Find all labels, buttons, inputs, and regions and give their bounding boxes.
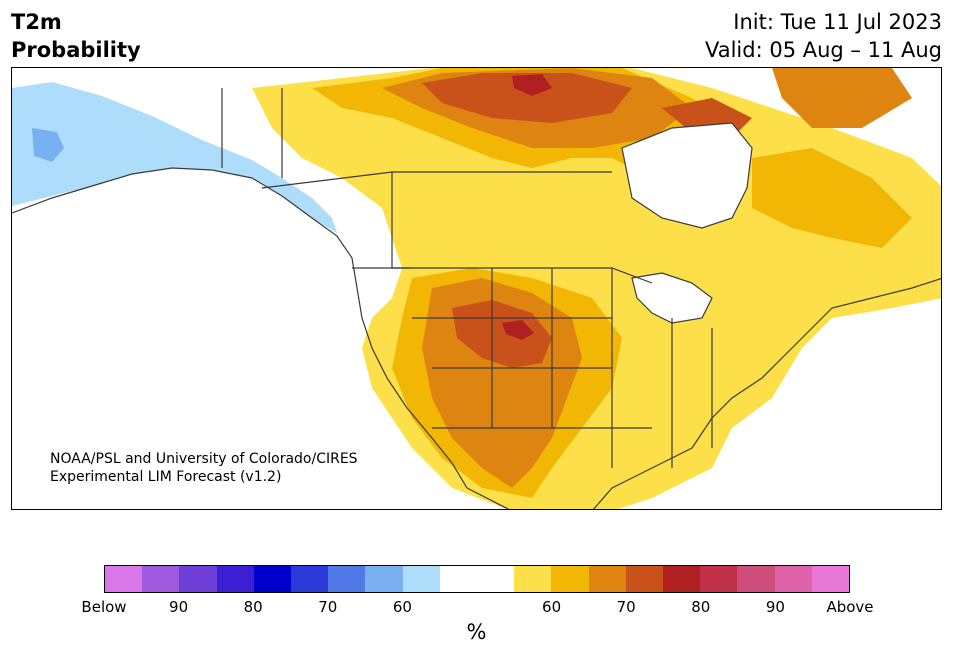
init-date: Init: Tue 11 Jul 2023	[733, 10, 942, 34]
colorbar-tick-label: 60	[392, 598, 412, 616]
colorbar-tick-label: 60	[542, 598, 562, 616]
colorbar-ticks: Below 90 80 70 60 60 70 80 90 Above	[81, 598, 873, 618]
colorbar-segment	[551, 566, 589, 592]
colorbar-segment	[514, 566, 552, 592]
credit-line-1: NOAA/PSL and University of Colorado/CIRE…	[50, 451, 358, 467]
boundaries	[12, 88, 941, 509]
colorbar-tick-label: 90	[169, 598, 189, 616]
title-type: Probability	[11, 38, 141, 62]
colorbar-tick-label: 70	[318, 598, 338, 616]
colorbar-segment	[625, 566, 664, 592]
warm-90-region	[422, 73, 752, 368]
colorbar-segment	[811, 566, 850, 592]
colorbar-unit: %	[466, 620, 487, 644]
map-title: T2m Probability	[11, 8, 141, 64]
title-variable: T2m	[11, 10, 62, 34]
colorbar	[104, 565, 850, 593]
colorbar-segment	[477, 566, 515, 592]
colorbar-segment	[142, 566, 180, 592]
warm-80-region	[382, 68, 912, 488]
colorbar-segment	[737, 566, 775, 592]
colorbar-segment	[179, 566, 217, 592]
colorbar-tick-label: Above	[826, 598, 874, 616]
colorbar-segment	[402, 566, 440, 592]
cool-region-alaska	[12, 82, 337, 233]
colorbar-tick-label: 90	[765, 598, 785, 616]
great-lakes	[632, 273, 712, 323]
probability-map: NOAA/PSL and University of Colorado/CIRE…	[11, 67, 942, 510]
valid-date: Valid: 05 Aug – 11 Aug	[704, 38, 942, 62]
colorbar-segment	[439, 566, 478, 592]
colorbar-tick-label: 70	[616, 598, 636, 616]
colorbar-segment	[216, 566, 254, 592]
colorbar-segment	[774, 566, 812, 592]
credit-line-2: Experimental LIM Forecast (v1.2)	[50, 469, 282, 485]
colorbar-tick-label: 80	[691, 598, 711, 616]
colorbar-segment	[365, 566, 403, 592]
hudson-bay	[622, 123, 752, 228]
credit-text: NOAA/PSL and University of Colorado/CIRE…	[50, 450, 358, 486]
cool-region-alaska-core	[32, 128, 64, 162]
colorbar-segment	[588, 566, 626, 592]
forecast-dates: Init: Tue 11 Jul 2023 Valid: 05 Aug – 11…	[705, 8, 942, 64]
colorbar-segment	[253, 566, 292, 592]
colorbar-segment	[291, 566, 329, 592]
colorbar-segment	[105, 566, 143, 592]
colorbar-tick-label: 80	[243, 598, 263, 616]
colorbar-tick-label: Below	[81, 598, 127, 616]
map-canvas	[12, 68, 941, 509]
colorbar-segment	[700, 566, 738, 592]
colorbar-segment	[663, 566, 701, 592]
colorbar-segment	[328, 566, 366, 592]
